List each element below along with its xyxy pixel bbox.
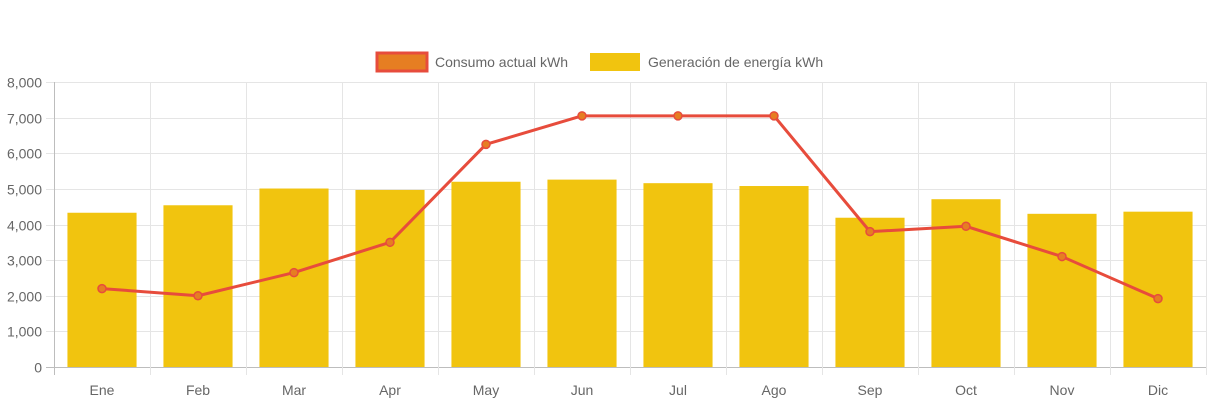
grid bbox=[46, 82, 1207, 375]
x-tick-label: Apr bbox=[379, 382, 401, 398]
axes: 0 1,000 2,000 3,000 4,000 5,000 6,000 7,000 8,00… bbox=[7, 75, 1168, 399]
x-tick-label: Dic bbox=[1148, 382, 1168, 398]
point-consumo[interactable] bbox=[289, 267, 299, 278]
point-consumo[interactable] bbox=[577, 111, 587, 121]
legend-label-generacion[interactable]: Generación de energía kWh bbox=[648, 54, 823, 70]
x-tick-label: Feb bbox=[186, 382, 210, 398]
y-tick-label: 6,000 bbox=[7, 146, 42, 162]
y-tick-label: 1,000 bbox=[7, 324, 42, 340]
x-tick-label: Oct bbox=[955, 382, 977, 398]
x-tick-label: Jul bbox=[669, 382, 687, 398]
x-tick-label: Jun bbox=[571, 382, 594, 398]
point-consumo[interactable] bbox=[673, 111, 683, 121]
line-series-consumo bbox=[97, 111, 1163, 304]
y-tick-label: 0 bbox=[34, 360, 42, 376]
bar-generacion[interactable] bbox=[547, 179, 617, 367]
x-tick-label: Ene bbox=[90, 382, 115, 398]
point-consumo[interactable] bbox=[961, 221, 971, 232]
legend-swatch-generacion[interactable] bbox=[590, 53, 640, 71]
y-tick-label: 8,000 bbox=[7, 75, 42, 91]
point-consumo[interactable] bbox=[193, 291, 203, 301]
point-consumo[interactable] bbox=[1057, 251, 1067, 262]
x-tick-label: Nov bbox=[1050, 382, 1075, 398]
y-tick-label: 4,000 bbox=[7, 218, 42, 234]
point-consumo[interactable] bbox=[1153, 293, 1163, 304]
legend-label-consumo[interactable]: Consumo actual kWh bbox=[435, 54, 568, 70]
bar-generacion[interactable] bbox=[739, 186, 809, 367]
legend-swatch-consumo[interactable] bbox=[375, 51, 429, 73]
x-tick-label: May bbox=[473, 382, 499, 398]
line-consumo bbox=[101, 114, 1159, 300]
bar-generacion[interactable] bbox=[163, 205, 233, 367]
point-consumo[interactable] bbox=[97, 283, 107, 294]
bar-generacion[interactable] bbox=[835, 217, 905, 367]
bar-generacion[interactable] bbox=[643, 183, 713, 367]
bar-generacion[interactable] bbox=[1027, 213, 1097, 367]
y-tick-label: 3,000 bbox=[7, 253, 42, 269]
point-consumo[interactable] bbox=[481, 139, 491, 150]
y-tick-label: 7,000 bbox=[7, 111, 42, 127]
point-consumo[interactable] bbox=[865, 226, 875, 237]
x-tick-label: Sep bbox=[858, 382, 883, 398]
x-tick-label: Mar bbox=[282, 382, 306, 398]
legend: Consumo actual kWh Generación de energía… bbox=[375, 51, 823, 73]
x-tick-label: Ago bbox=[762, 382, 787, 398]
y-tick-label: 5,000 bbox=[7, 182, 42, 198]
y-tick-label: 2,000 bbox=[7, 289, 42, 305]
bar-generacion[interactable] bbox=[451, 181, 521, 367]
point-consumo[interactable] bbox=[769, 111, 779, 121]
point-consumo[interactable] bbox=[385, 237, 395, 248]
